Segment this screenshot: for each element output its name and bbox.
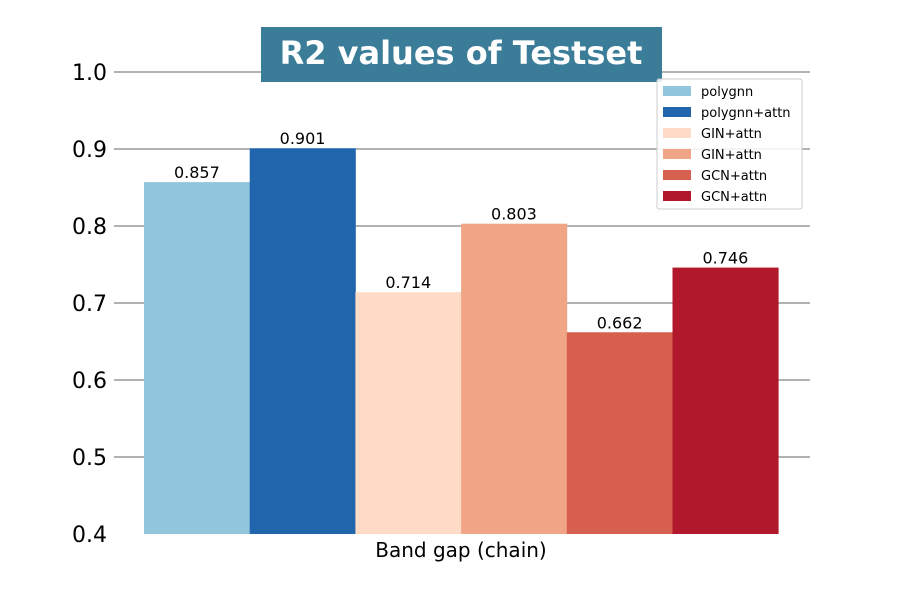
y-tick-label: 1.0 (72, 61, 107, 86)
title-box (261, 27, 662, 82)
y-tick-labels: 0.4 0.5 0.6 0.7 0.8 0.9 1.0 (72, 61, 107, 548)
legend: polygnn polygnn+attn GIN+attn GIN+attn GCN+a… (656, 78, 803, 210)
data-label: 0.746 (702, 249, 748, 268)
bars (144, 148, 779, 535)
legend-swatch (663, 107, 691, 117)
legend-frame (656, 78, 803, 210)
bar (566, 332, 673, 534)
bar (672, 267, 779, 534)
data-label: 0.857 (174, 163, 220, 182)
y-tick-label: 0.8 (72, 215, 107, 240)
y-tick-label: 0.9 (72, 138, 107, 163)
y-tick-label: 0.4 (72, 523, 107, 548)
legend-swatch (663, 170, 691, 180)
bar (144, 182, 251, 535)
data-labels: 0.857 0.901 0.714 0.803 0.662 0.746 (174, 129, 748, 332)
data-label: 0.714 (385, 273, 431, 292)
data-label: 0.803 (491, 205, 537, 224)
y-tick-label: 0.5 (72, 446, 107, 471)
bar (461, 223, 568, 534)
chart-title-text: R2 values of Testset (280, 34, 643, 72)
legend-swatch (663, 191, 691, 201)
legend-swatch (663, 149, 691, 159)
legend-swatch (663, 86, 691, 96)
legend-swatch (663, 128, 691, 138)
y-tick-label: 0.6 (72, 369, 107, 394)
legend-entry: GCN+attn (701, 190, 767, 205)
chart-title: R2 values of Testset (261, 27, 662, 82)
x-axis-label: Band gap (chain) (375, 538, 546, 562)
legend-entry: polygnn+attn (701, 106, 791, 121)
legend-entry: polygnn (701, 85, 753, 100)
data-label: 0.662 (597, 313, 643, 332)
data-label: 0.901 (280, 129, 326, 148)
legend-entry: GIN+attn (701, 127, 762, 142)
bar (355, 292, 462, 534)
y-tick-label: 0.7 (72, 292, 107, 317)
legend-entry: GCN+attn (701, 169, 767, 184)
legend-entry: GIN+attn (701, 148, 762, 163)
bar (249, 148, 356, 535)
